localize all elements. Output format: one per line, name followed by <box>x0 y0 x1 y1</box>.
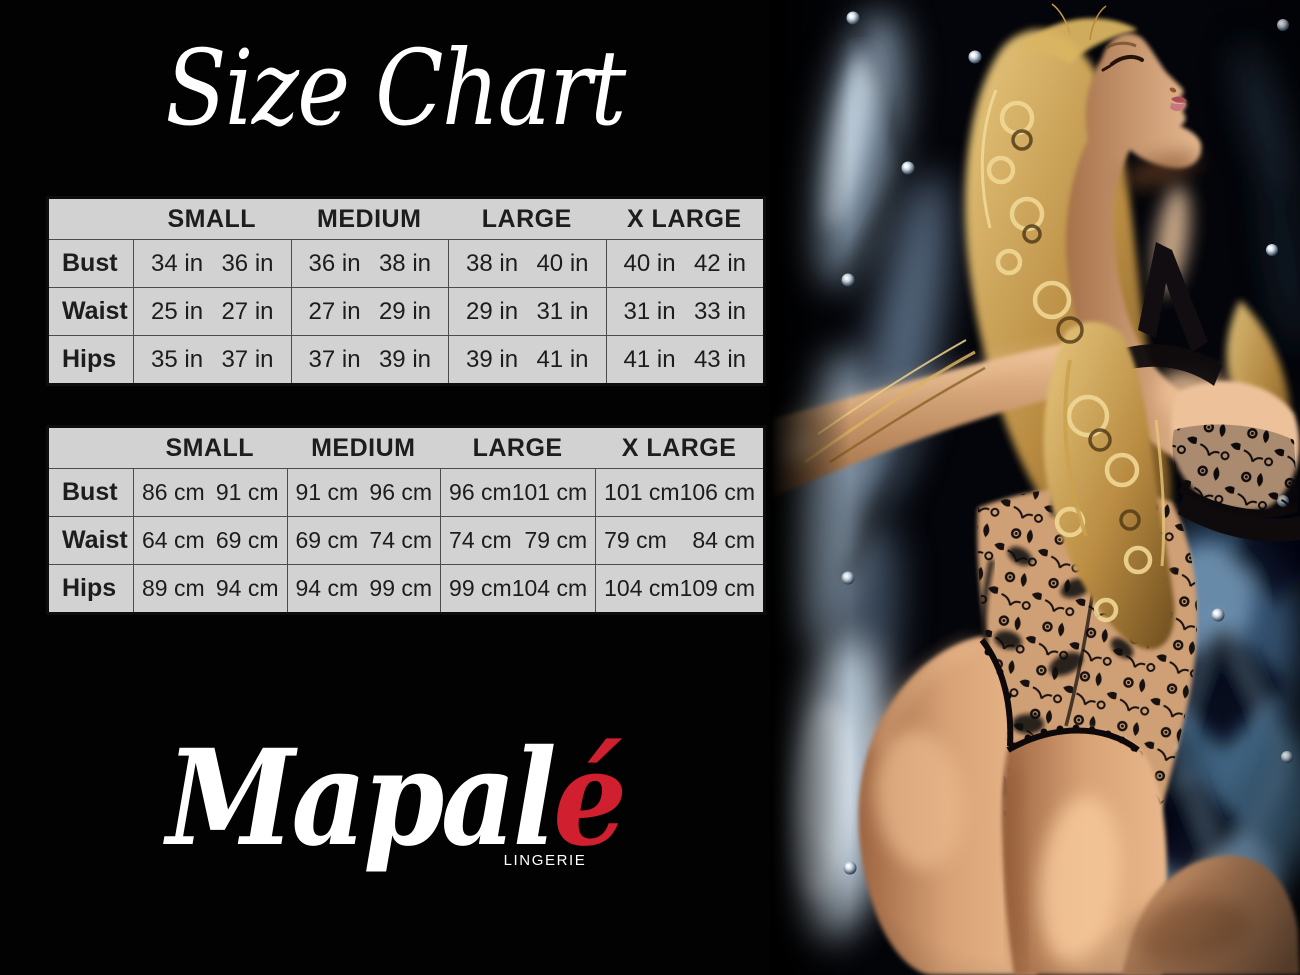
page-title: Size Chart <box>165 27 626 149</box>
size-value: 39 in <box>466 345 519 373</box>
size-value: 89 cm <box>142 575 205 601</box>
size-cell: 94 cm 99 cm <box>286 564 441 612</box>
size-value: 106 cm <box>679 479 755 505</box>
size-value: 37 in <box>221 345 274 373</box>
size-value: 25 in <box>151 297 204 325</box>
row-label-hips: Hips <box>49 564 133 612</box>
brand-name: Mapal <box>166 721 556 876</box>
size-value: 39 in <box>378 345 431 373</box>
brand-name-accent: é <box>553 721 627 876</box>
size-cell: 36 in 38 in <box>290 239 448 287</box>
size-value: 91 cm <box>215 479 279 505</box>
size-value: 101 cm <box>511 479 588 505</box>
row-label-hips: Hips <box>49 335 133 383</box>
size-value: 35 in <box>151 345 204 373</box>
corner-cell <box>49 428 133 468</box>
size-cell: 79 cm 84 cm <box>595 516 763 564</box>
row-label-waist: Waist <box>49 287 133 335</box>
size-value: 33 in <box>693 297 746 325</box>
header-small: SMALL <box>167 204 257 233</box>
size-value: 69 cm <box>295 527 359 553</box>
size-cell: 40 in 42 in <box>605 239 763 287</box>
size-cell: 86 cm 91 cm <box>133 468 287 516</box>
size-value: 99 cm <box>449 575 512 601</box>
header-large: LARGE <box>481 204 572 233</box>
size-value: 86 cm <box>142 479 205 505</box>
size-value: 36 in <box>221 249 274 277</box>
size-value: 64 cm <box>142 527 205 553</box>
header-small: SMALL <box>165 433 255 462</box>
size-cell: 89 cm 94 cm <box>133 564 287 612</box>
size-cell: 96 cm 101 cm <box>440 468 596 516</box>
size-value: 94 cm <box>215 575 279 601</box>
size-cell: 91 cm 96 cm <box>286 468 441 516</box>
size-value: 91 cm <box>295 479 359 505</box>
size-value: 29 in <box>378 297 431 325</box>
size-value: 29 in <box>466 297 519 325</box>
size-value: 27 in <box>221 297 274 325</box>
size-value: 41 in <box>623 345 676 373</box>
brand-tagline: LINGERIE <box>503 852 587 869</box>
size-value: 40 in <box>536 249 589 277</box>
size-cell: 35 in 37 in <box>133 335 291 383</box>
size-cell: 34 in 36 in <box>133 239 291 287</box>
size-cell: 27 in 29 in <box>290 287 448 335</box>
brand-logo: Mapalé <box>47 733 742 865</box>
size-value: 43 in <box>693 345 746 373</box>
row-label-bust: Bust <box>49 239 133 287</box>
size-value: 96 cm <box>449 479 512 505</box>
size-value: 31 in <box>536 297 589 325</box>
size-value: 96 cm <box>369 479 433 505</box>
header-xlarge: X LARGE <box>626 204 742 233</box>
size-cell: 41 in 43 in <box>605 335 763 383</box>
size-cell: 101 cm 106 cm <box>595 468 763 516</box>
size-cell: 37 in 39 in <box>290 335 448 383</box>
photo-vignette <box>770 0 1300 975</box>
size-cell: 25 in 27 in <box>133 287 291 335</box>
size-cell: 39 in 41 in <box>448 335 606 383</box>
corner-cell <box>49 199 133 239</box>
header-medium: MEDIUM <box>317 204 422 233</box>
header-xlarge: X LARGE <box>621 433 737 462</box>
size-value: 40 in <box>623 249 676 277</box>
size-value: 38 in <box>466 249 519 277</box>
size-value: 42 in <box>693 249 746 277</box>
size-cell: 31 in 33 in <box>605 287 763 335</box>
size-cell: 104 cm 109 cm <box>595 564 763 612</box>
size-value: 99 cm <box>369 575 433 601</box>
size-cell: 69 cm 74 cm <box>286 516 441 564</box>
size-cell: 29 in 31 in <box>448 287 606 335</box>
size-value: 104 cm <box>511 575 588 601</box>
size-cell: 38 in 40 in <box>448 239 606 287</box>
model-photo <box>770 0 1300 975</box>
size-cell: 64 cm 69 cm <box>133 516 287 564</box>
size-value: 101 cm <box>604 479 680 505</box>
header-medium: MEDIUM <box>311 433 416 462</box>
size-value: 94 cm <box>295 575 359 601</box>
size-value: 84 cm <box>692 527 755 553</box>
size-cell: 99 cm 104 cm <box>440 564 596 612</box>
size-value: 69 cm <box>215 527 279 553</box>
size-value: 79 cm <box>524 527 588 553</box>
header-large: LARGE <box>472 433 563 462</box>
row-label-waist: Waist <box>49 516 133 564</box>
size-value: 37 in <box>308 345 361 373</box>
size-value: 36 in <box>308 249 361 277</box>
size-cell: 74 cm 79 cm <box>440 516 596 564</box>
size-value: 27 in <box>308 297 361 325</box>
size-value: 109 cm <box>679 575 755 601</box>
size-value: 31 in <box>623 297 676 325</box>
size-value: 34 in <box>151 249 204 277</box>
size-table-cm: SMALL MEDIUM LARGE X LARGE Bust 86 cm 91 … <box>46 425 766 615</box>
size-value: 41 in <box>536 345 589 373</box>
size-table-inches: SMALL MEDIUM LARGE X LARGE Bust 34 in 36 … <box>46 196 766 386</box>
size-value: 74 cm <box>449 527 512 553</box>
size-value: 104 cm <box>604 575 680 601</box>
row-label-bust: Bust <box>49 468 133 516</box>
size-value: 79 cm <box>604 527 667 553</box>
size-value: 74 cm <box>369 527 433 553</box>
size-value: 38 in <box>378 249 431 277</box>
